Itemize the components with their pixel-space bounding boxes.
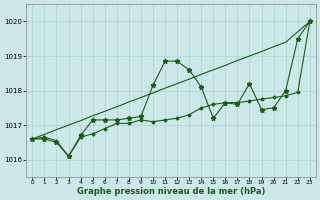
X-axis label: Graphe pression niveau de la mer (hPa): Graphe pression niveau de la mer (hPa) <box>77 187 265 196</box>
